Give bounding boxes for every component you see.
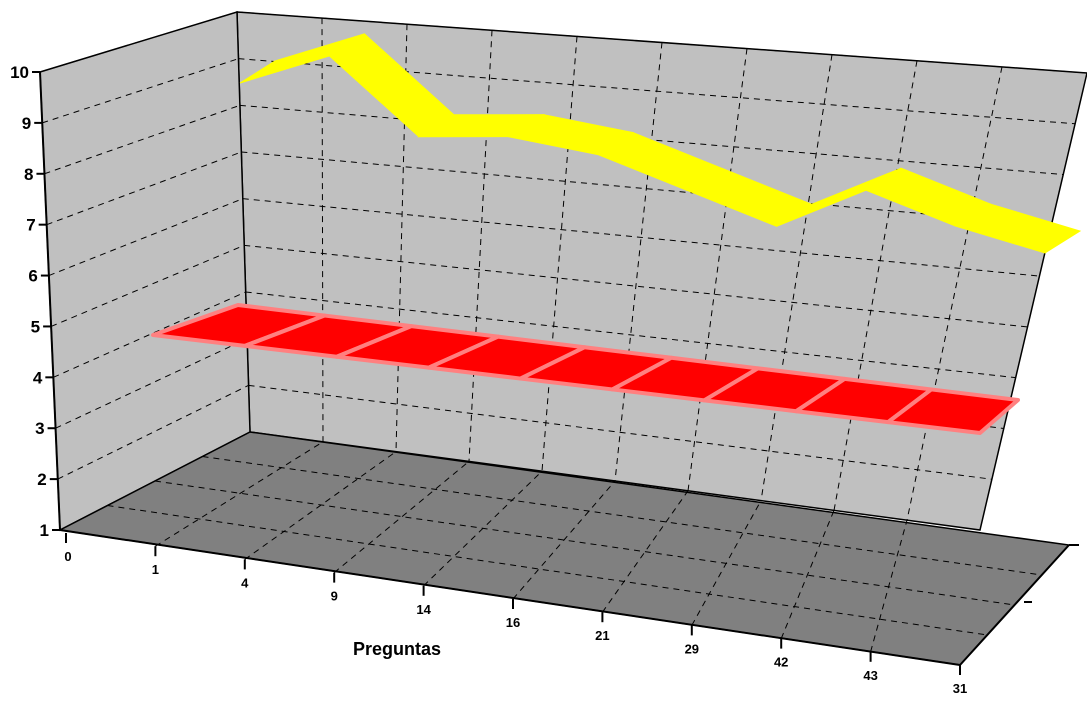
y-tick-label: 9 [22, 114, 31, 133]
y-tick-label: 7 [26, 216, 35, 235]
gridline-floor [601, 490, 689, 613]
x-axis-title: Preguntas [353, 639, 441, 659]
gridline-side [46, 151, 242, 226]
x-tick-label: 9 [331, 589, 338, 604]
series-red-ribbon [151, 303, 1020, 435]
x-tick-label: 21 [595, 628, 609, 643]
gridline-side [42, 58, 239, 124]
gridline-side [57, 384, 249, 480]
y-tick-label: 3 [35, 419, 44, 438]
gridline-back [241, 151, 1052, 226]
gridline-back [239, 104, 1064, 176]
gridline-back [242, 198, 1040, 277]
gridline-floor-depth [107, 505, 988, 636]
gridline-vertical [541, 36, 578, 472]
gridline-floor [870, 520, 908, 652]
gridline-floor-depth [154, 480, 1015, 606]
x-tick-label: 16 [506, 615, 520, 630]
gridline-vertical [687, 48, 748, 491]
gridline-vertical [321, 18, 324, 442]
y-tick-label: 2 [37, 470, 46, 489]
x-tick-label: 0 [64, 549, 71, 564]
gridline-vertical [614, 42, 663, 482]
gridline-floor [244, 451, 397, 560]
gridline-floor [333, 461, 470, 573]
x-tick-label: 1 [152, 562, 159, 577]
y-tick-labels: 1 2 3 4 5 6 7 8 9 10 [10, 63, 49, 540]
gridlines [39, 11, 1087, 652]
series-layer [151, 33, 1082, 435]
x-tick-label: 43 [863, 668, 877, 683]
gridline-back [248, 384, 992, 480]
gridline-side [50, 244, 245, 327]
gridline-back [245, 291, 1016, 379]
y-tick-label: 6 [28, 267, 37, 286]
gridline-vertical [760, 54, 833, 501]
gridline-floor-depth [202, 456, 1042, 576]
y-tick-label: 1 [40, 521, 49, 540]
x-tick-label: 4 [241, 575, 249, 590]
y-axis-line [39, 71, 61, 531]
gridline-side [48, 198, 243, 277]
x-tick-label: 42 [774, 655, 788, 670]
gridline-side [39, 11, 238, 73]
y-tick-label: 4 [33, 368, 43, 387]
gridline-side [44, 104, 241, 175]
axes [32, 71, 1079, 675]
z-axis-line [959, 544, 1070, 666]
gridline-side [55, 338, 248, 429]
y-tick-label: 10 [10, 63, 29, 82]
x-tick-label: 14 [416, 602, 431, 617]
series-yellow-ribbon [239, 33, 1082, 254]
gridline-floor [512, 480, 616, 600]
y-tick-label: 5 [31, 317, 40, 336]
series-red-segment [886, 387, 1020, 435]
gridline-floor [780, 510, 835, 639]
x-tick-label: 29 [685, 641, 699, 656]
gridline-vertical [468, 30, 493, 462]
gridline-vertical [906, 66, 1003, 521]
series-yellow-segment [954, 203, 1082, 254]
x-axis-line [59, 529, 961, 666]
y-tick-label: 8 [24, 165, 33, 184]
x-tick-label: 31 [953, 681, 967, 696]
gridline-side [53, 291, 246, 378]
